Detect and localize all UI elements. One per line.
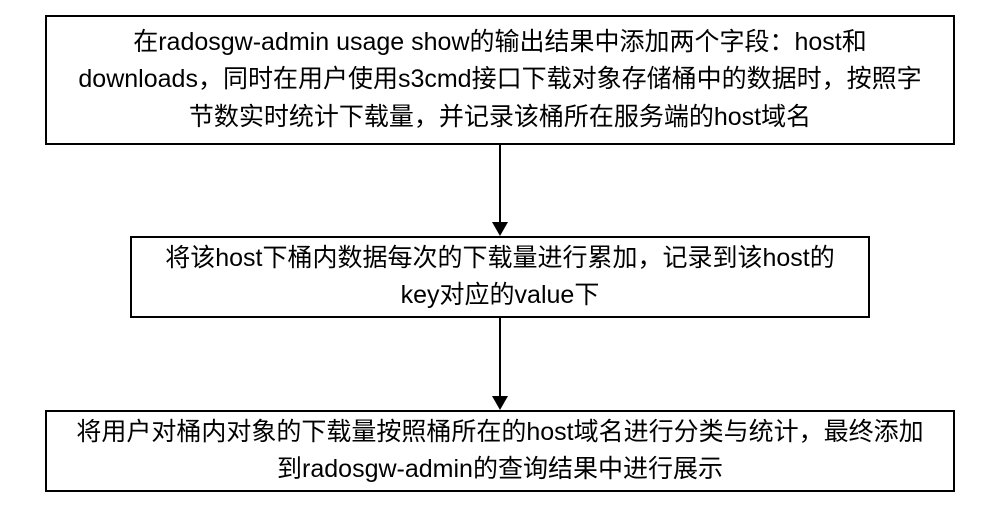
flowchart-step-3: 将用户对桶内对象的下载量按照桶所在的host域名进行分类与统计，最终添加到rad… xyxy=(45,410,955,492)
arrow-line-2 xyxy=(499,318,501,400)
step-2-text: 将该host下桶内数据每次的下载量进行累加，记录到该host的key对应的val… xyxy=(152,240,848,315)
arrow-head-1 xyxy=(492,222,508,236)
step-1-text: 在radosgw-admin usage show的输出结果中添加两个字段：ho… xyxy=(67,24,933,137)
flowchart-step-1: 在radosgw-admin usage show的输出结果中添加两个字段：ho… xyxy=(45,15,955,145)
flowchart-step-2: 将该host下桶内数据每次的下载量进行累加，记录到该host的key对应的val… xyxy=(130,236,870,318)
arrow-head-2 xyxy=(492,396,508,410)
flowchart-container: 在radosgw-admin usage show的输出结果中添加两个字段：ho… xyxy=(0,0,1000,526)
arrow-line-1 xyxy=(499,145,501,227)
step-3-text: 将用户对桶内对象的下载量按照桶所在的host域名进行分类与统计，最终添加到rad… xyxy=(67,414,933,489)
